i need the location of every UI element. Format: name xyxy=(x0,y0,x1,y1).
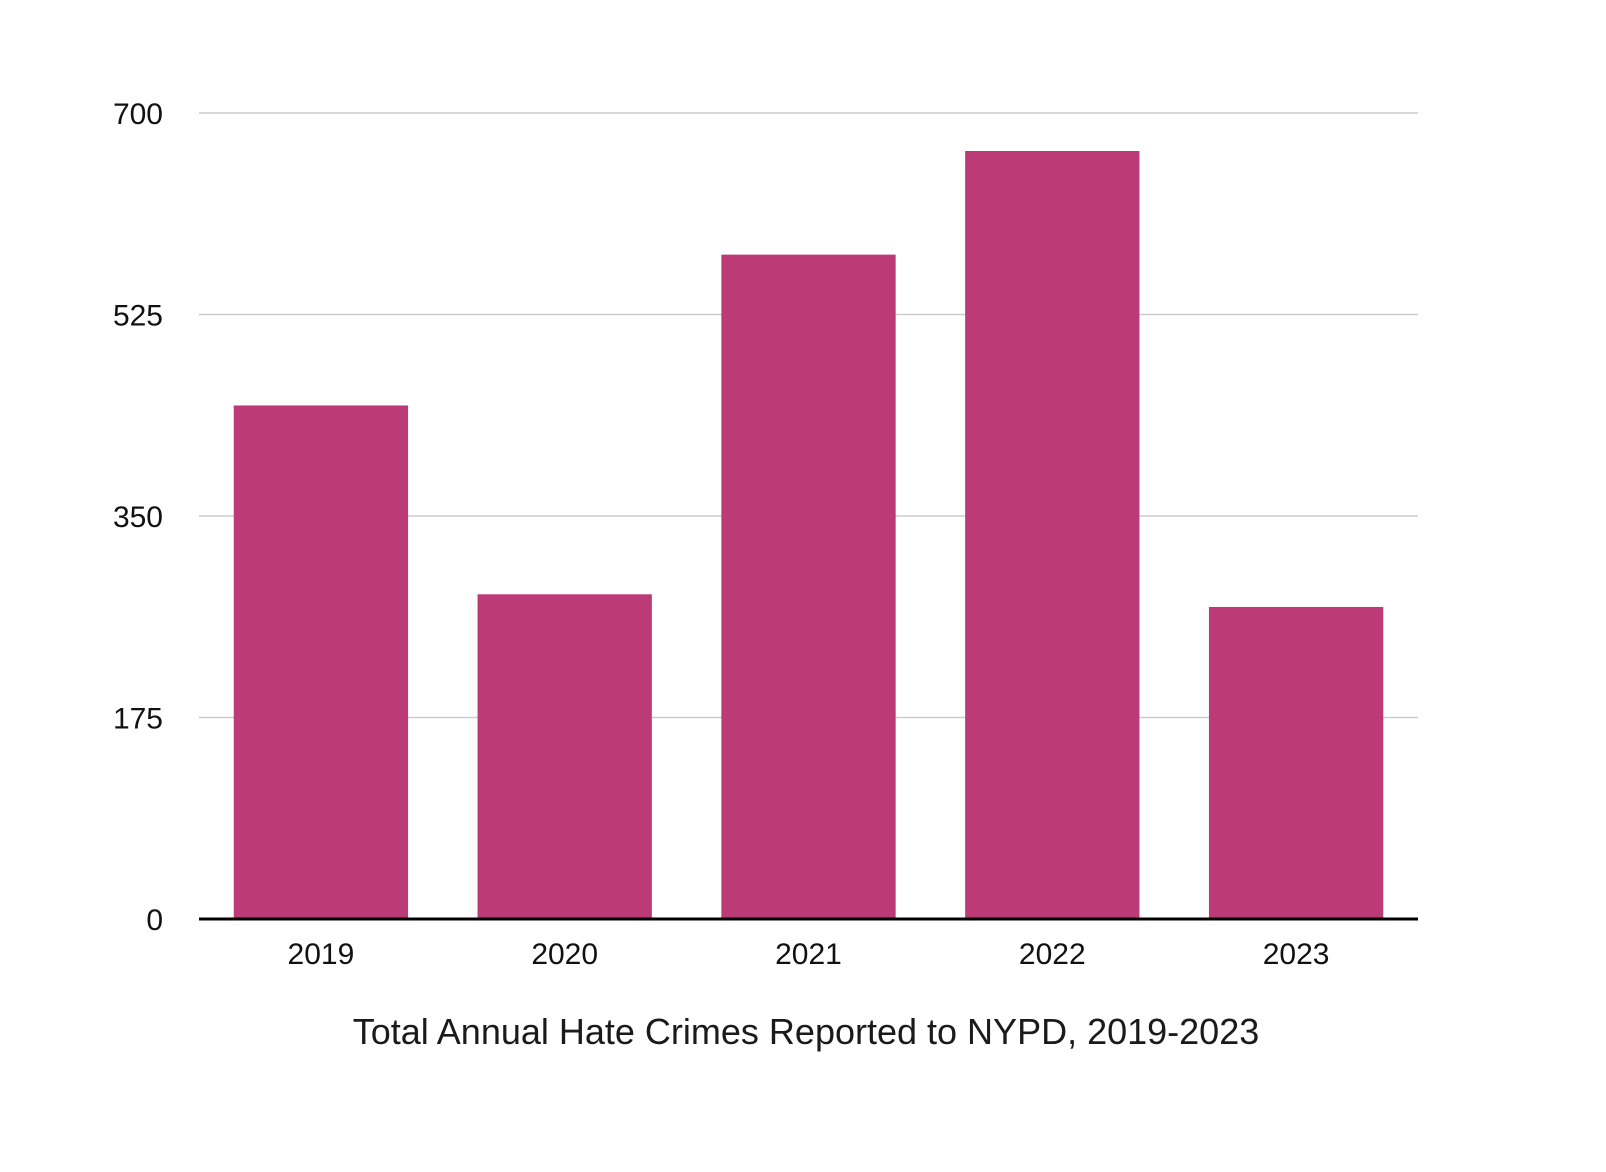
bar-2022 xyxy=(965,150,1140,920)
bars xyxy=(233,150,1384,920)
x-tick-label-2019: 2019 xyxy=(288,938,355,971)
bar-2021 xyxy=(721,254,896,919)
y-tick-label-175: 175 xyxy=(113,703,163,736)
y-tick-label-0: 0 xyxy=(146,904,163,937)
y-tick-labels: 0 175 350 525 700 xyxy=(113,98,163,937)
x-tick-labels: 2019 2020 2021 2022 2023 xyxy=(288,938,1330,971)
bar-2023 xyxy=(1208,606,1384,919)
y-tick-label-700: 700 xyxy=(113,98,163,131)
x-tick-label-2020: 2020 xyxy=(531,938,598,971)
x-tick-label-2023: 2023 xyxy=(1263,938,1330,971)
y-tick-label-525: 525 xyxy=(113,300,163,333)
x-tick-label-2021: 2021 xyxy=(775,938,842,971)
bar-2020 xyxy=(477,594,652,919)
chart-title: Total Annual Hate Crimes Reported to NYP… xyxy=(353,1011,1260,1052)
x-tick-label-2022: 2022 xyxy=(1019,938,1086,971)
bar-2019 xyxy=(233,405,409,919)
y-tick-label-350: 350 xyxy=(113,501,163,534)
